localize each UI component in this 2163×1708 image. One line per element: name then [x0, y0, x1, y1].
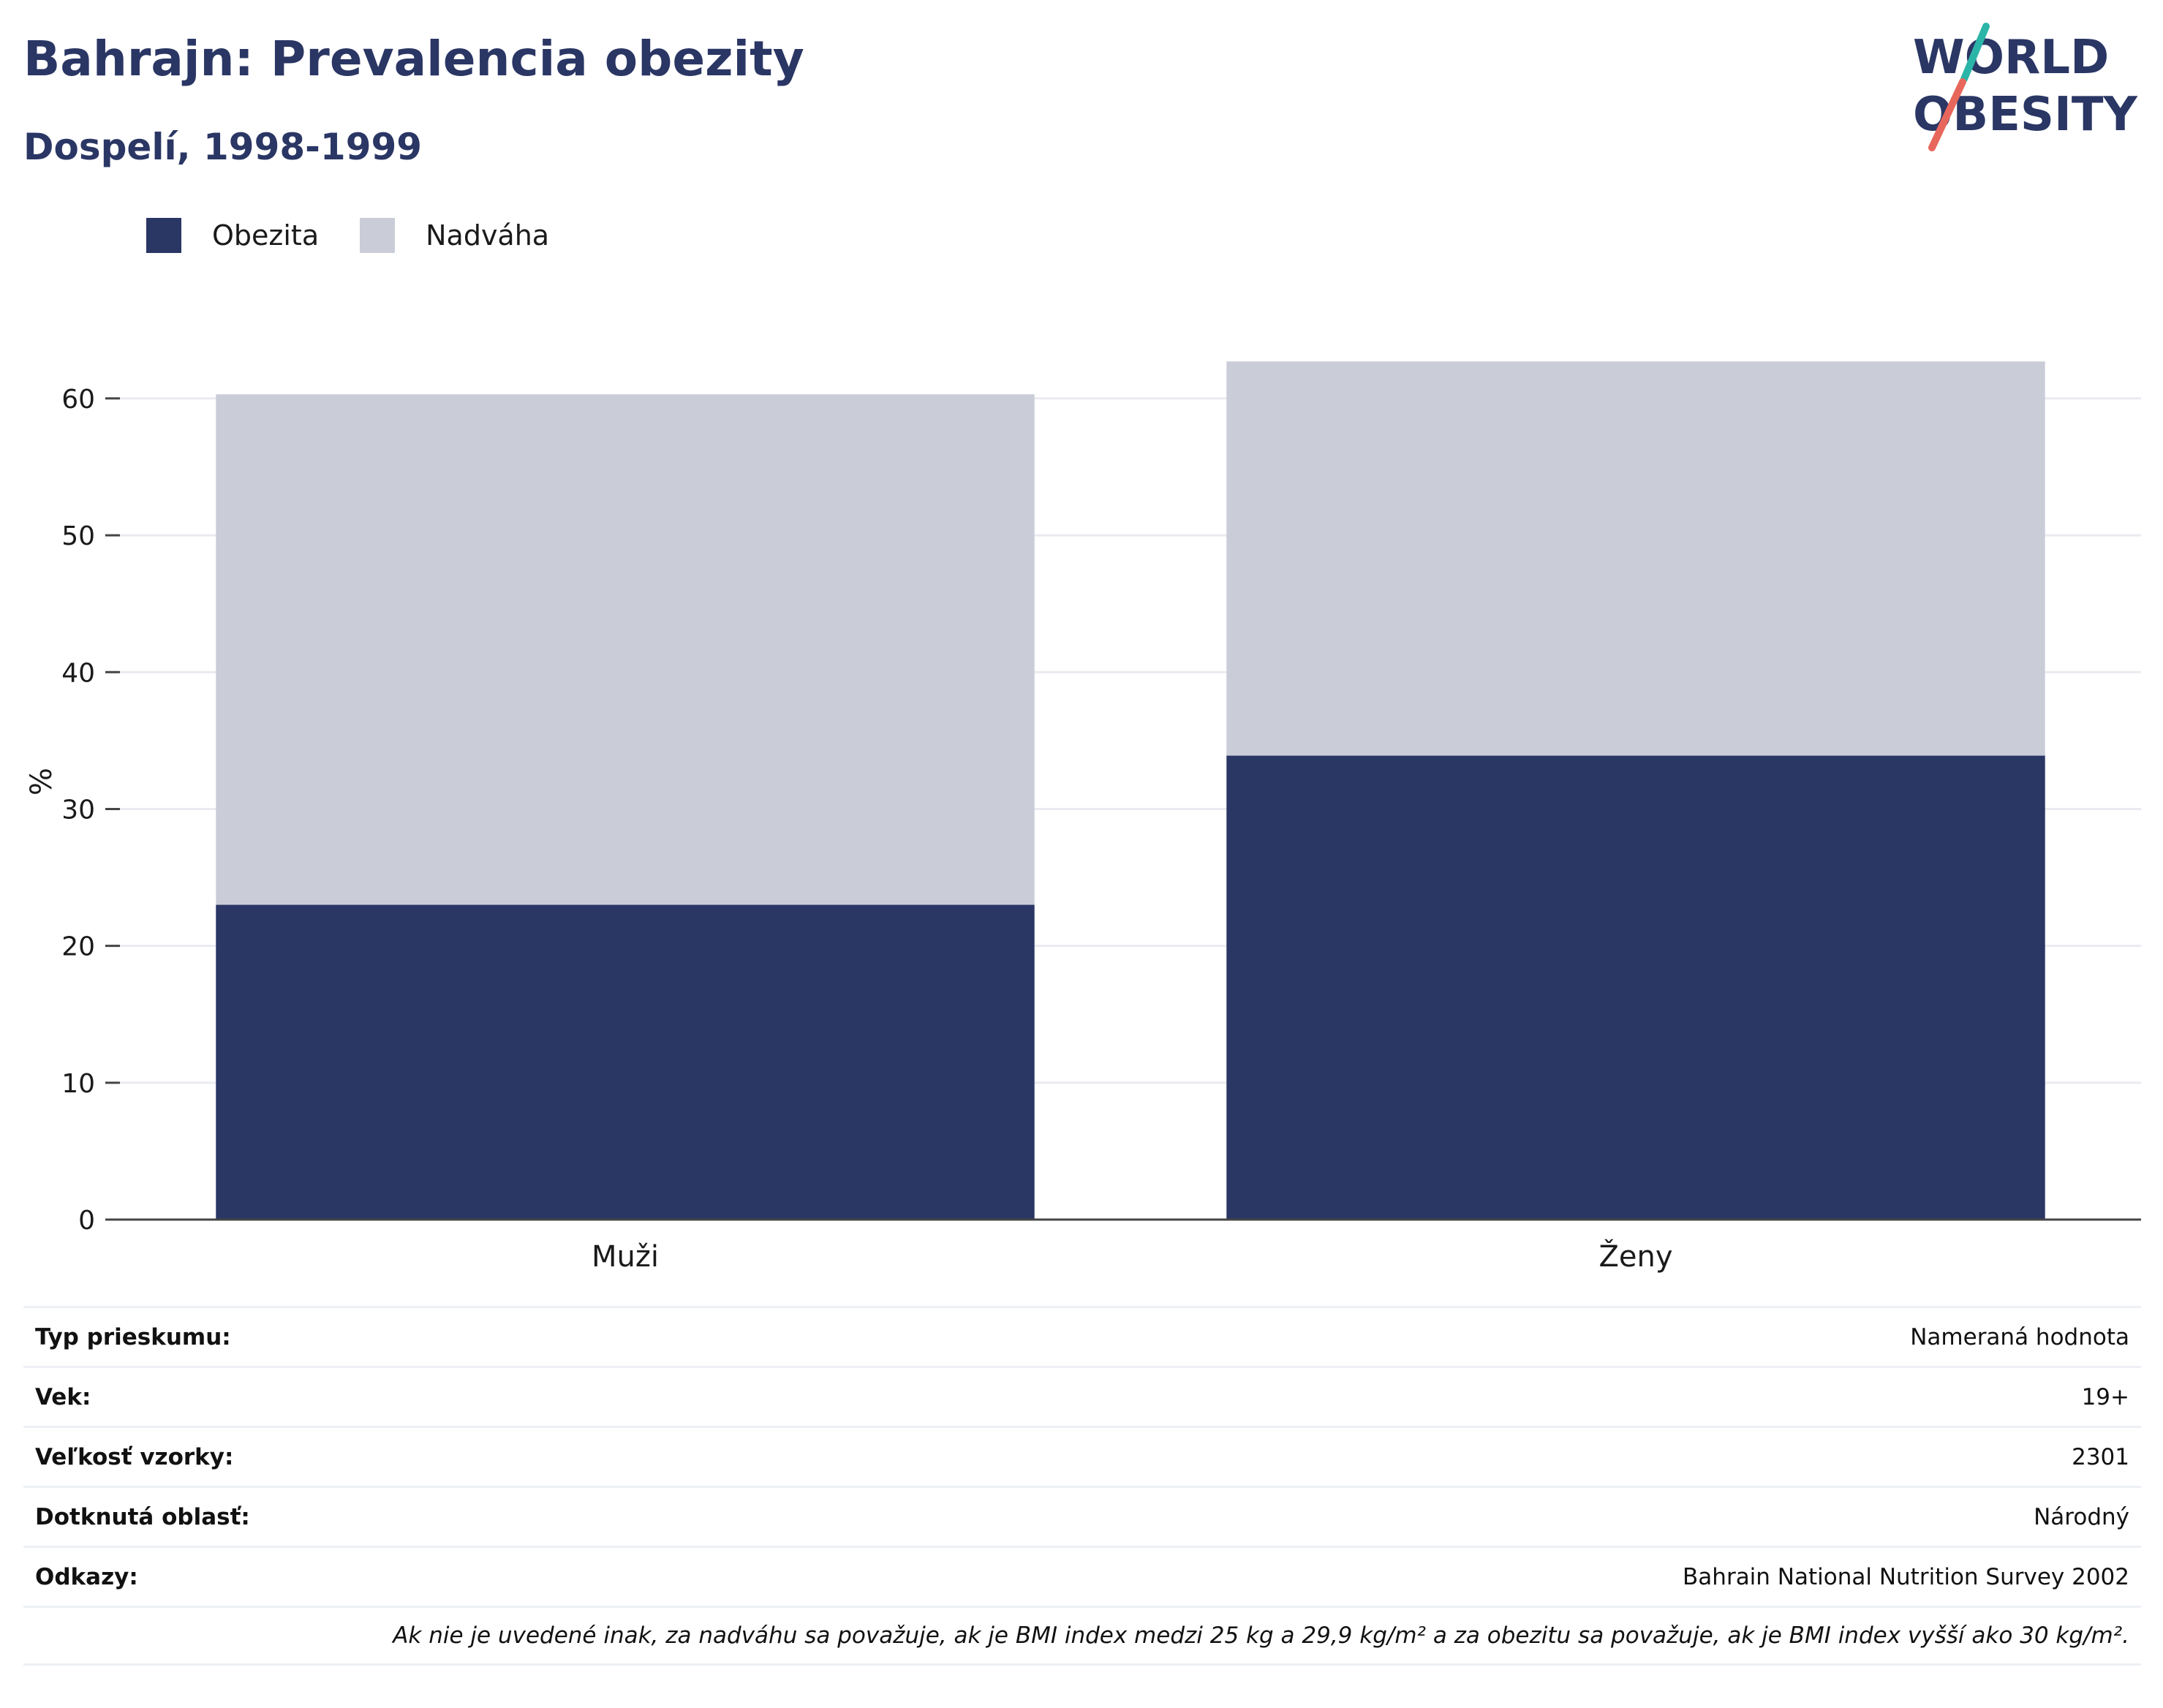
y-tick-label: 30 [61, 795, 95, 825]
info-value: Bahrain National Nutrition Survey 2002 [1683, 1563, 2129, 1590]
y-tick-label: 0 [78, 1206, 95, 1236]
chart-title: Bahrajn: Prevalencia obezity [23, 31, 804, 87]
y-axis-label: % [25, 768, 58, 796]
info-row-age: Vek: 19+ [23, 1366, 2141, 1426]
info-row-sample-size: Veľkosť vzorky: 2301 [23, 1426, 2141, 1486]
bar-nadvaha-0 [216, 394, 1035, 905]
info-value: 19+ [2081, 1383, 2129, 1410]
chart-legend: Obezita Nadváha [146, 216, 590, 254]
legend-item-nadvaha[interactable]: Nadváha [360, 218, 549, 253]
y-tick-label: 50 [61, 521, 95, 551]
x-tick-label: Muži [592, 1240, 659, 1274]
info-label: Veľkosť vzorky: [35, 1443, 234, 1470]
y-tick-label: 10 [61, 1069, 95, 1099]
x-tick-label: Ženy [1598, 1239, 1672, 1274]
legend-swatch-nadvaha [360, 218, 396, 253]
legend-swatch-obezita [146, 218, 181, 253]
bar-chart: 0 10 20 30 40 50 60% Muži Ženy [25, 361, 2141, 1274]
info-row-area: Dotknutá oblasť: Národný [23, 1486, 2141, 1546]
info-row-survey-type: Typ prieskumu: Nameraná hodnota [23, 1306, 2141, 1366]
info-note-row: Ak nie je uvedené inak, za nadváhu sa po… [23, 1606, 2141, 1666]
survey-info-table: Typ prieskumu: Nameraná hodnota Vek: 19+… [23, 1306, 2141, 1666]
world-obesity-logo: WORLD OBESITY [1913, 23, 2137, 151]
info-row-references: Odkazy: Bahrain National Nutrition Surve… [23, 1546, 2141, 1606]
info-label: Dotknutá oblasť: [35, 1503, 250, 1530]
info-value: Národný [2034, 1503, 2129, 1530]
bar-nadvaha-1 [1226, 361, 2045, 756]
legend-label-nadvaha: Nadváha [426, 219, 550, 252]
y-tick-label: 60 [61, 385, 95, 415]
bar-obezita-0 [216, 904, 1035, 1220]
legend-item-obezita[interactable]: Obezita [146, 218, 319, 253]
svg-text:WORLD: WORLD [1913, 31, 2109, 85]
bmi-definition-note: Ak nie je uvedené inak, za nadváhu sa po… [393, 1622, 2129, 1649]
info-label: Odkazy: [35, 1563, 138, 1590]
bar-obezita-1 [1226, 755, 2045, 1220]
y-tick-label: 20 [61, 932, 95, 962]
info-label: Typ prieskumu: [35, 1323, 231, 1350]
info-value: Nameraná hodnota [1910, 1323, 2129, 1350]
chart-subtitle: Dospelí, 1998-1999 [23, 126, 423, 168]
info-label: Vek: [35, 1383, 91, 1410]
info-value: 2301 [2072, 1443, 2129, 1470]
y-tick-label: 40 [61, 658, 95, 688]
legend-label-obezita: Obezita [212, 219, 320, 252]
